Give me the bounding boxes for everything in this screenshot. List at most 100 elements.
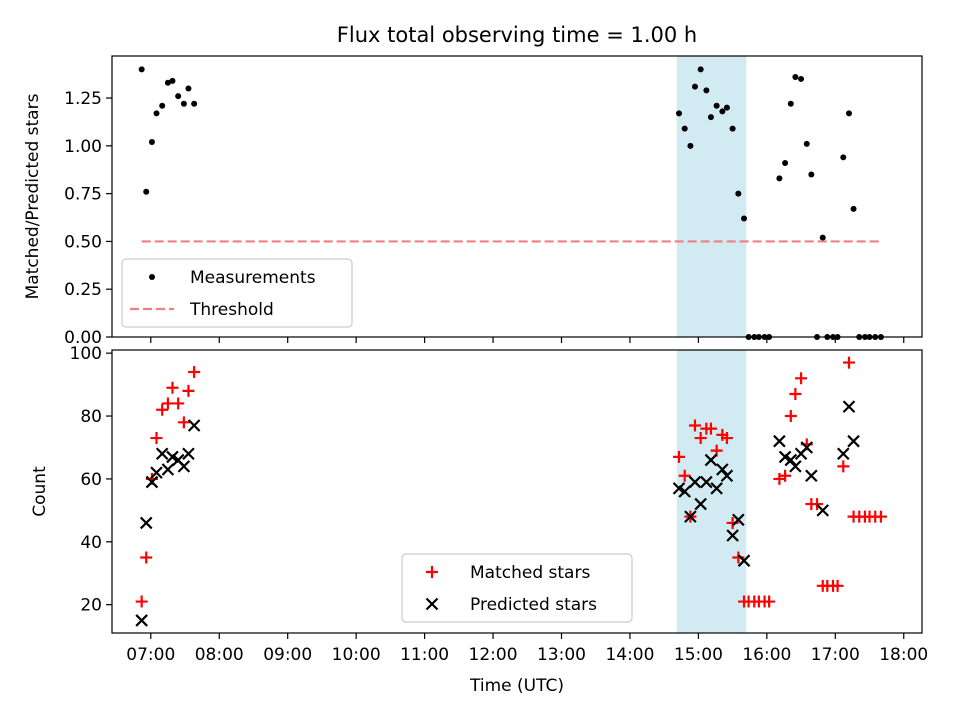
bottom-panel: 20 40 60 80 100 07:00 08:00 09:00 10:00 11:00 12:… [30, 344, 928, 665]
data-point-matched [710, 444, 723, 457]
data-point-measurement [808, 171, 815, 178]
data-point-predicted [139, 516, 153, 530]
data-point-measurement [148, 139, 155, 146]
data-point-predicted [789, 460, 802, 473]
legend-label: Matched stars [470, 563, 590, 583]
x-axis-label: Time (UTC) [469, 676, 564, 696]
data-point-measurement [169, 77, 176, 84]
data-point-measurement [798, 75, 805, 82]
data-point-measurement [735, 190, 742, 197]
data-point-measurement [703, 87, 710, 94]
data-point-matched [874, 510, 887, 523]
data-point-measurement [185, 85, 192, 92]
data-point-predicted [805, 469, 818, 483]
x-tick-label: 07:00 [126, 645, 175, 665]
data-point-predicted [710, 482, 723, 495]
data-point-measurement [729, 125, 736, 132]
data-point-matched [673, 450, 685, 463]
x-tick-label: 17:00 [811, 645, 860, 665]
data-point-matched [156, 403, 169, 416]
data-point-predicted [842, 400, 856, 413]
data-point-matched [172, 397, 185, 410]
x-tick-label: 15:00 [674, 645, 723, 665]
data-point-predicted [135, 614, 148, 627]
data-point-measurement [681, 125, 688, 132]
data-point-measurement [159, 102, 166, 109]
data-point-measurement [713, 102, 720, 109]
data-point-matched [842, 356, 855, 369]
data-point-measurement [707, 114, 714, 121]
data-point-measurement [138, 66, 145, 73]
data-point-predicted [784, 453, 798, 467]
data-point-matched [161, 397, 174, 410]
data-point-matched [779, 469, 792, 482]
y-tick-label: 0.00 [64, 328, 102, 348]
bottom-legend: Matched stars Predicted stars [401, 553, 633, 623]
data-point-matched [135, 595, 148, 608]
y-tick-label: 80 [80, 407, 102, 427]
data-point-predicted [800, 441, 814, 454]
data-point-measurement [803, 140, 810, 147]
data-point-measurement [164, 79, 171, 86]
x-tick-label: 13:00 [537, 645, 586, 665]
data-point-measurement [676, 110, 682, 117]
data-point-measurement [776, 175, 783, 182]
data-point-predicted [726, 529, 739, 542]
data-point-matched [795, 372, 808, 385]
data-point-matched [688, 419, 701, 432]
data-point-predicted [694, 497, 707, 511]
y-tick-label: 1.25 [64, 89, 102, 109]
data-point-predicted [177, 460, 191, 473]
data-point-matched [182, 384, 195, 397]
y-tick-label: 40 [80, 533, 102, 553]
data-point-measurement [792, 74, 799, 81]
legend-label: Threshold [189, 300, 274, 320]
top-panel: 0.00 0.25 0.50 0.75 1.00 1.25 Matched/Predict… [23, 55, 923, 348]
legend-swatch [426, 566, 438, 578]
top-legend: Measurements Threshold [121, 258, 353, 328]
data-point-predicted [732, 513, 745, 527]
legend-swatch [149, 274, 155, 280]
data-point-measurement [741, 215, 748, 222]
data-point-measurement [143, 188, 150, 195]
legend-swatch [425, 597, 439, 611]
data-point-measurement [850, 205, 857, 212]
data-point-predicted [737, 554, 751, 567]
data-point-matched [784, 410, 797, 423]
data-point-matched [166, 381, 179, 394]
data-point-measurement [719, 108, 726, 115]
data-point-measurement [687, 142, 694, 149]
top-axes-frame [111, 55, 923, 338]
legend-label: Measurements [190, 268, 316, 288]
data-point-matched [694, 432, 707, 445]
top-y-axis-label: Matched/Predicted stars [23, 93, 43, 299]
data-point-measurement [840, 154, 847, 161]
y-tick-label: 60 [80, 470, 102, 490]
x-tick-label: 08:00 [195, 645, 244, 665]
data-point-predicted [684, 510, 697, 523]
data-point-matched [140, 551, 153, 564]
x-tick-label: 16:00 [742, 645, 791, 665]
data-point-predicted [720, 469, 734, 483]
data-point-matched [177, 416, 190, 429]
data-point-measurement [819, 234, 826, 241]
data-point-predicted [187, 419, 201, 432]
data-point-predicted [155, 447, 169, 461]
data-point-matched [720, 432, 733, 445]
x-tick-label: 14:00 [605, 645, 654, 665]
data-point-predicted [678, 485, 691, 498]
data-point-measurement [697, 66, 704, 73]
data-point-predicted [688, 475, 702, 489]
data-point-predicted [150, 466, 163, 479]
chart-title: Flux total observing time = 1.00 h [337, 23, 697, 47]
x-tick-label: 10:00 [332, 645, 381, 665]
data-point-matched [678, 469, 691, 482]
data-point-matched [811, 498, 824, 511]
data-point-matched [831, 579, 844, 592]
y-tick-label: 100 [70, 344, 102, 364]
data-point-matched [150, 432, 163, 445]
data-point-measurement [782, 160, 789, 167]
data-point-matched [763, 595, 776, 608]
data-point-matched [837, 460, 850, 473]
